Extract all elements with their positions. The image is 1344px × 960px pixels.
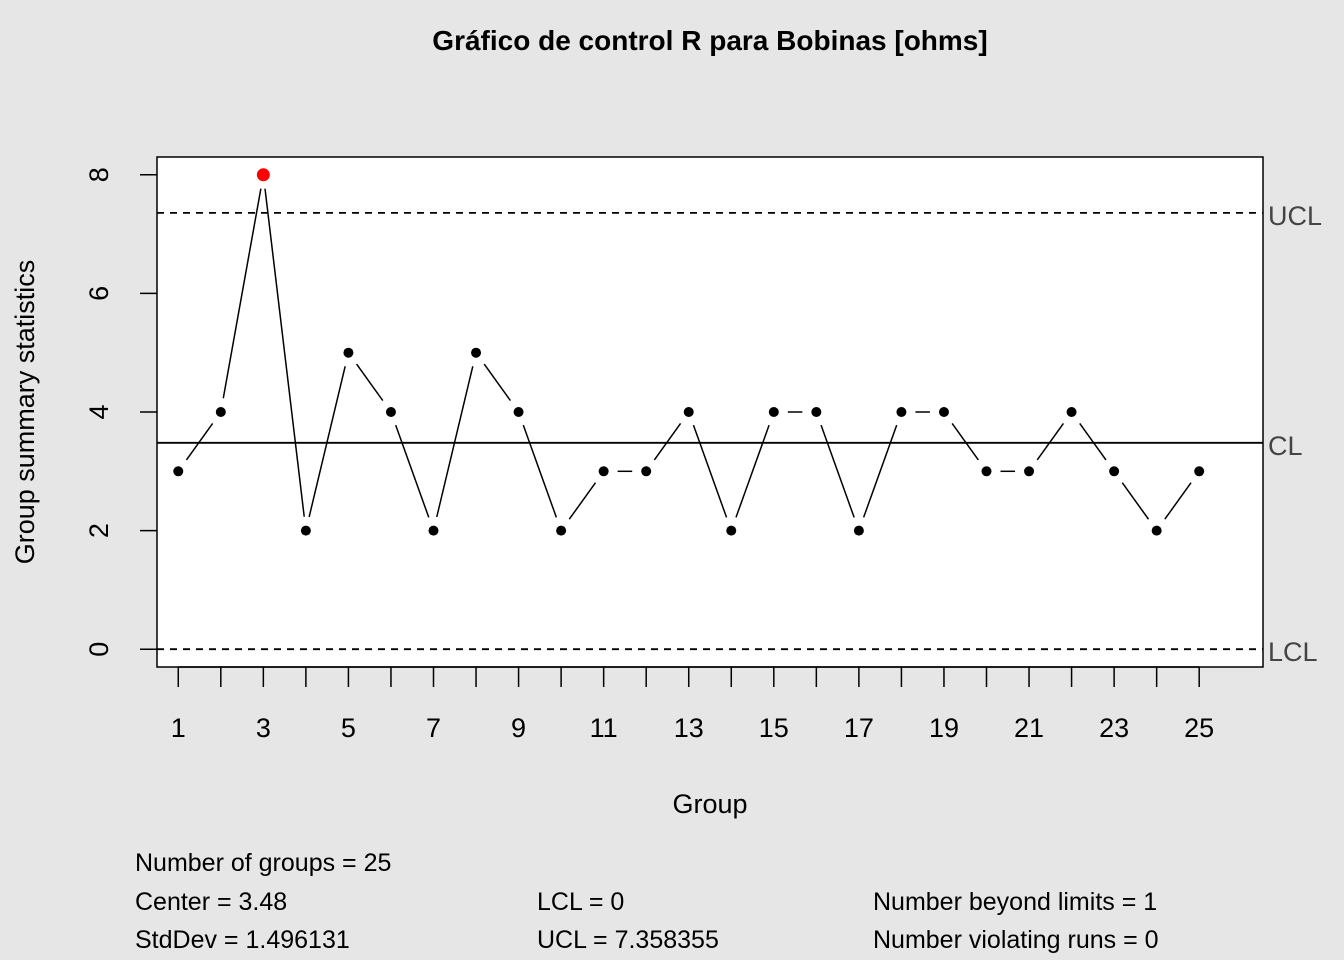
series-segment — [436, 366, 474, 518]
x-tick-label: 13 — [674, 713, 704, 743]
data-point — [1194, 466, 1205, 477]
data-point — [300, 525, 311, 536]
limit-label-cl: CL — [1268, 431, 1303, 461]
stat-violating-runs: Number violating runs = 0 — [873, 926, 1159, 954]
data-point — [683, 407, 694, 417]
x-axis-label: Group — [672, 789, 747, 819]
x-axis: 1 3 5 7 9 11 13 15 17 19 21 23 25 — [171, 666, 1214, 743]
series-segment — [862, 424, 898, 518]
x-tick-label: 1 — [171, 713, 186, 743]
data-point — [1109, 466, 1120, 477]
series-segment — [653, 422, 682, 461]
limit-label-lcl: LCL — [1268, 637, 1318, 667]
series-segment — [222, 188, 262, 399]
x-tick-label: 5 — [341, 713, 356, 743]
data-point — [385, 407, 396, 417]
series-segment — [394, 424, 430, 518]
limit-label-ucl: UCL — [1268, 201, 1322, 231]
y-tick-label: 4 — [84, 404, 114, 419]
x-tick-label: 17 — [844, 713, 874, 743]
series-segment — [483, 363, 512, 402]
plot-area — [157, 157, 1263, 667]
series-segment — [1036, 422, 1065, 461]
data-point — [428, 525, 439, 536]
data-point — [938, 407, 949, 417]
stat-number-of-groups: Number of groups = 25 — [135, 849, 391, 877]
data-point — [343, 347, 354, 358]
data-point — [981, 466, 992, 477]
series-segment — [568, 482, 597, 520]
series-lines — [185, 188, 1192, 520]
x-tick-label: 23 — [1099, 713, 1129, 743]
data-point — [1151, 525, 1162, 536]
chart-title: Gráfico de control R para Bobinas [ohms] — [432, 25, 987, 56]
y-tick-label: 6 — [84, 286, 114, 301]
x-tick-label: 25 — [1184, 713, 1214, 743]
y-tick-label: 2 — [84, 523, 114, 538]
y-axis: 0 2 4 6 8 — [84, 167, 157, 657]
data-point — [896, 407, 907, 417]
stat-beyond-limits: Number beyond limits = 1 — [873, 888, 1157, 916]
series-segment — [355, 363, 384, 402]
series-segment — [1079, 422, 1107, 461]
stat-stddev: StdDev = 1.496131 — [135, 926, 350, 954]
x-tick-label: 3 — [256, 713, 271, 743]
data-point — [726, 525, 737, 536]
x-tick-label: 11 — [590, 713, 618, 743]
series-segment — [1164, 482, 1192, 520]
series-points — [173, 168, 1205, 536]
data-point — [471, 347, 482, 358]
data-point — [768, 407, 779, 417]
data-point-beyond-limits — [256, 168, 270, 182]
data-point — [811, 407, 822, 417]
data-point — [853, 525, 864, 536]
stat-ucl: UCL = 7.358355 — [537, 926, 719, 954]
data-point — [173, 466, 184, 477]
limit-lines — [157, 211, 1263, 651]
series-segment — [820, 424, 855, 518]
series-segment — [951, 422, 979, 461]
x-tick-label: 19 — [929, 713, 959, 743]
x-tick-label: 7 — [426, 713, 441, 743]
data-point — [1066, 407, 1077, 417]
data-point — [215, 407, 226, 417]
data-point — [513, 407, 524, 417]
series-segment — [692, 424, 728, 518]
stat-center: Center = 3.48 — [135, 888, 287, 916]
series-segment — [1121, 482, 1150, 520]
x-tick-label: 9 — [511, 713, 526, 743]
series-segment — [522, 424, 558, 518]
stat-lcl: LCL = 0 — [537, 888, 624, 916]
data-point — [1024, 466, 1035, 477]
series-segment — [264, 188, 305, 517]
y-tick-label: 0 — [84, 642, 114, 657]
series-segment — [308, 366, 346, 518]
y-axis-label: Group summary statistics — [10, 260, 40, 565]
x-tick-label: 21 — [1014, 713, 1044, 743]
series-segment — [735, 424, 770, 518]
x-tick-label: 15 — [759, 713, 789, 743]
y-tick-label: 8 — [84, 167, 114, 182]
data-point — [598, 466, 609, 477]
series-segment — [185, 422, 214, 461]
data-point — [641, 466, 652, 477]
data-point — [556, 525, 567, 536]
